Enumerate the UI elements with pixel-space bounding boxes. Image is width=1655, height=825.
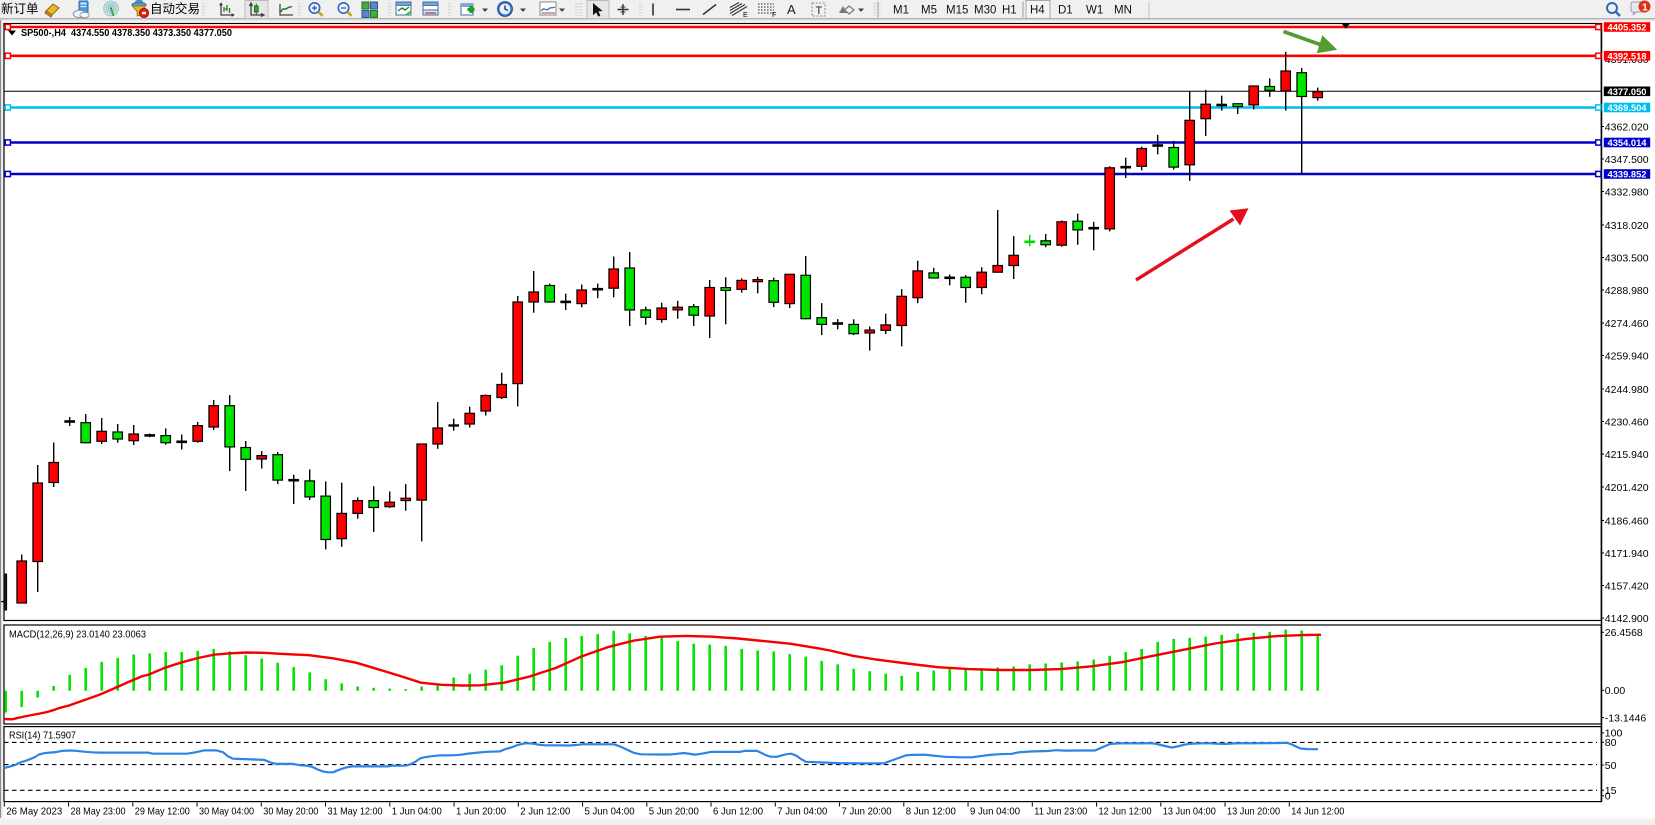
svg-text:13 Jun 20:00: 13 Jun 20:00 bbox=[1227, 806, 1280, 818]
svg-text:4215.940: 4215.940 bbox=[1605, 449, 1649, 461]
svg-text:M15: M15 bbox=[946, 5, 968, 17]
svg-text:50: 50 bbox=[1605, 760, 1617, 772]
svg-text:11 Jun 23:00: 11 Jun 23:00 bbox=[1034, 806, 1087, 818]
svg-text:A: A bbox=[787, 2, 796, 17]
svg-text:4369.504: 4369.504 bbox=[1608, 103, 1648, 114]
svg-text:80: 80 bbox=[1605, 737, 1617, 749]
svg-text:4157.420: 4157.420 bbox=[1605, 580, 1649, 592]
svg-text:1 Jun 04:00: 1 Jun 04:00 bbox=[392, 806, 442, 818]
svg-text:4142.900: 4142.900 bbox=[1605, 613, 1649, 625]
svg-text:新订单: 新订单 bbox=[1, 1, 39, 16]
svg-text:100: 100 bbox=[1605, 728, 1623, 740]
svg-text:T: T bbox=[816, 5, 823, 17]
svg-text:26.4568: 26.4568 bbox=[1605, 627, 1643, 639]
svg-text:H1: H1 bbox=[1002, 5, 1017, 17]
svg-text:4259.940: 4259.940 bbox=[1605, 350, 1649, 362]
svg-text:28 May 23:00: 28 May 23:00 bbox=[71, 806, 126, 818]
svg-text:13 Jun 04:00: 13 Jun 04:00 bbox=[1163, 806, 1216, 818]
svg-text:MN: MN bbox=[1114, 5, 1132, 17]
svg-text:4392.518: 4392.518 bbox=[1608, 51, 1647, 62]
svg-text:4303.500: 4303.500 bbox=[1605, 252, 1649, 264]
svg-text:MACD(12,26,9) 23.0140 23.0063: MACD(12,26,9) 23.0140 23.0063 bbox=[9, 630, 147, 641]
svg-text:H4: H4 bbox=[1030, 5, 1045, 17]
svg-text:7 Jun 20:00: 7 Jun 20:00 bbox=[842, 806, 892, 818]
svg-text:26 May 2023: 26 May 2023 bbox=[6, 806, 62, 818]
svg-text:4332.980: 4332.980 bbox=[1605, 186, 1649, 198]
svg-text:M30: M30 bbox=[974, 5, 996, 17]
svg-text:4405.352: 4405.352 bbox=[1608, 23, 1647, 34]
svg-text:0: 0 bbox=[1605, 791, 1611, 803]
svg-text:12 Jun 12:00: 12 Jun 12:00 bbox=[1099, 806, 1152, 818]
svg-text:8 Jun 12:00: 8 Jun 12:00 bbox=[906, 806, 956, 818]
svg-text:4347.500: 4347.500 bbox=[1605, 154, 1649, 166]
svg-text:30 May 04:00: 30 May 04:00 bbox=[199, 806, 254, 818]
svg-text:4171.940: 4171.940 bbox=[1605, 548, 1649, 560]
svg-text:1 Jun 20:00: 1 Jun 20:00 bbox=[456, 806, 506, 818]
svg-text:4201.420: 4201.420 bbox=[1605, 482, 1649, 494]
svg-text:14 Jun 12:00: 14 Jun 12:00 bbox=[1291, 806, 1344, 818]
svg-text:1: 1 bbox=[1642, 2, 1648, 14]
svg-text:4377.050: 4377.050 bbox=[1608, 87, 1647, 98]
svg-text:E: E bbox=[743, 12, 748, 19]
svg-text:4244.980: 4244.980 bbox=[1605, 384, 1649, 396]
svg-text:M1: M1 bbox=[893, 5, 909, 17]
svg-text:0.00: 0.00 bbox=[1605, 685, 1626, 697]
svg-text:4274.460: 4274.460 bbox=[1605, 318, 1649, 330]
svg-text:6 Jun 12:00: 6 Jun 12:00 bbox=[713, 806, 763, 818]
svg-text:5 Jun 04:00: 5 Jun 04:00 bbox=[585, 806, 635, 818]
svg-text:30 May 20:00: 30 May 20:00 bbox=[263, 806, 318, 818]
svg-text:M5: M5 bbox=[921, 5, 937, 17]
svg-text:F: F bbox=[772, 12, 776, 19]
svg-text:4318.020: 4318.020 bbox=[1605, 220, 1649, 232]
svg-text:2 Jun 12:00: 2 Jun 12:00 bbox=[520, 806, 570, 818]
svg-text:RSI(14) 71.5907: RSI(14) 71.5907 bbox=[9, 730, 76, 741]
svg-text:4362.020: 4362.020 bbox=[1605, 121, 1649, 133]
svg-text:SP500-,H4 4374.550 4378.350 4: SP500-,H4 4374.550 4378.350 4373.350 437… bbox=[21, 27, 232, 39]
svg-text:7 Jun 04:00: 7 Jun 04:00 bbox=[777, 806, 827, 818]
svg-text:-13.1446: -13.1446 bbox=[1605, 712, 1647, 724]
svg-text:31 May 12:00: 31 May 12:00 bbox=[328, 806, 383, 818]
svg-text:4354.014: 4354.014 bbox=[1608, 138, 1648, 149]
svg-text:4288.980: 4288.980 bbox=[1605, 285, 1649, 297]
svg-text:9 Jun 04:00: 9 Jun 04:00 bbox=[970, 806, 1020, 818]
svg-text:D1: D1 bbox=[1058, 5, 1073, 17]
svg-text:4339.852: 4339.852 bbox=[1608, 170, 1647, 181]
svg-text:W1: W1 bbox=[1086, 5, 1103, 17]
svg-text:15: 15 bbox=[1605, 785, 1617, 797]
svg-text:4186.460: 4186.460 bbox=[1605, 515, 1649, 527]
svg-text:4230.460: 4230.460 bbox=[1605, 416, 1649, 428]
svg-text:5 Jun 20:00: 5 Jun 20:00 bbox=[649, 806, 699, 818]
svg-text:29 May 12:00: 29 May 12:00 bbox=[135, 806, 190, 818]
svg-text:自动交易: 自动交易 bbox=[150, 1, 200, 16]
